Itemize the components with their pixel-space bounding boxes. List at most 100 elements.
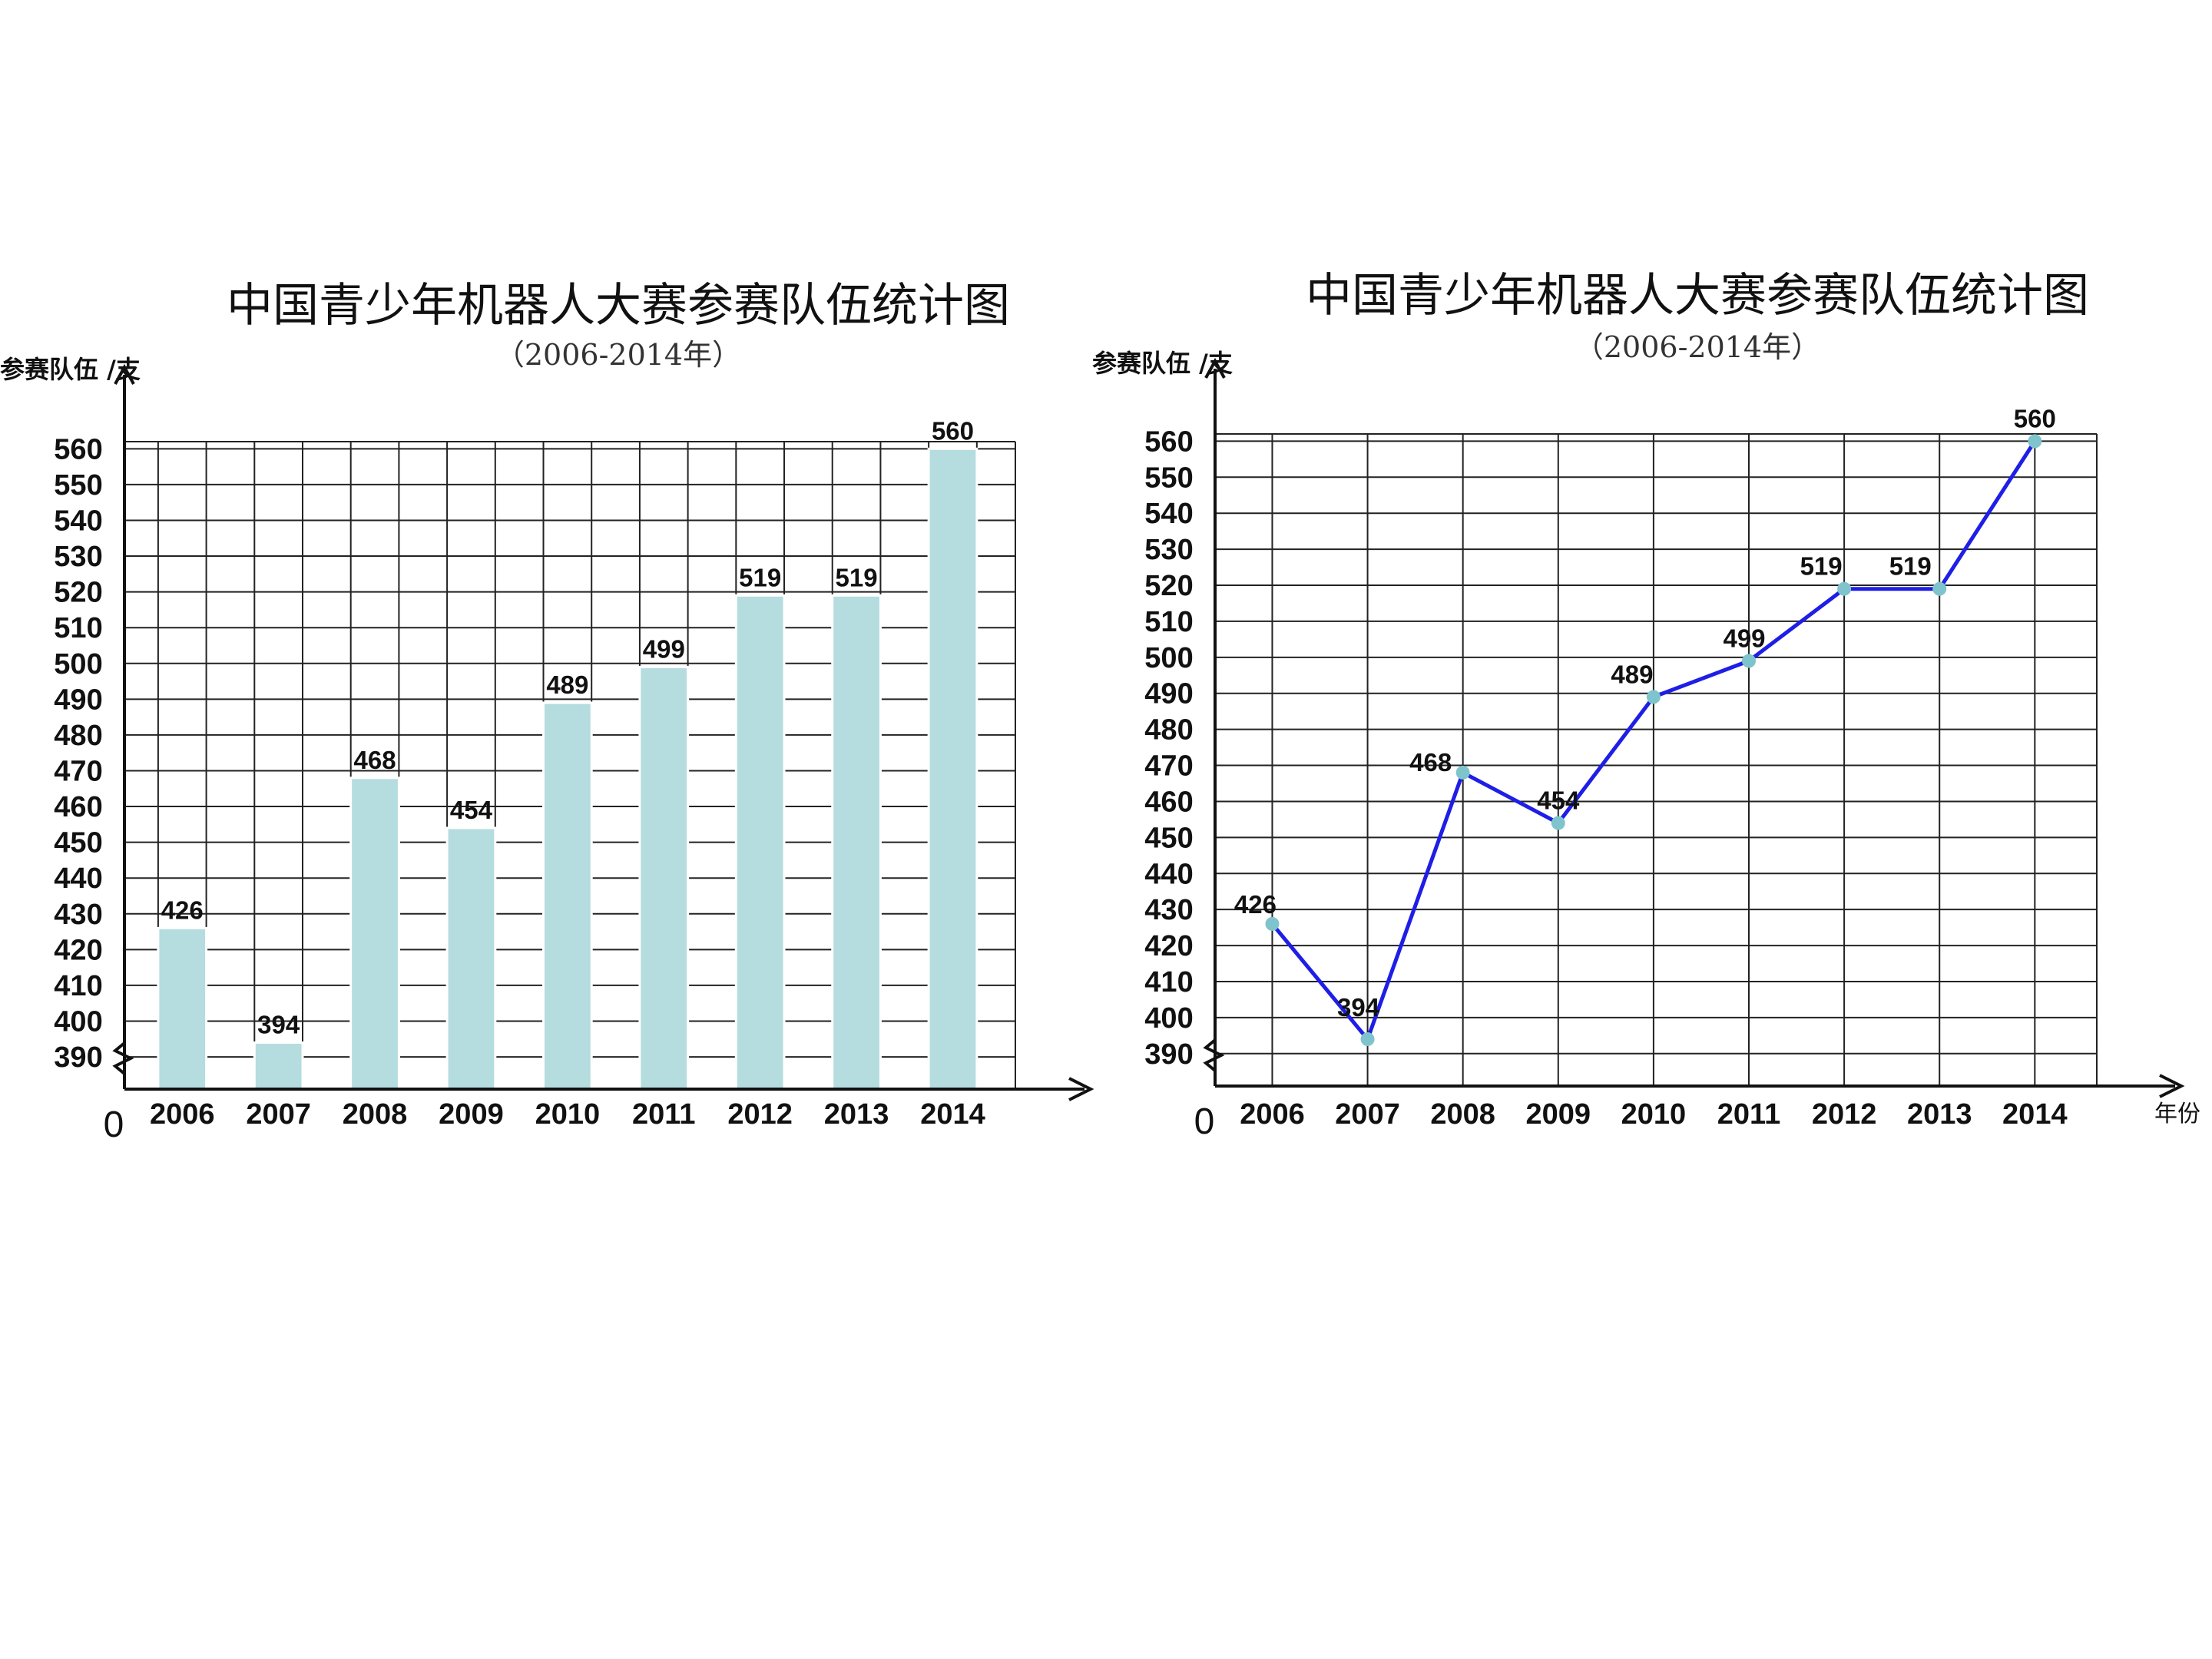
y-tick-label: 440 — [1144, 858, 1193, 890]
y-tick-label: 470 — [1144, 750, 1193, 783]
bar — [927, 447, 979, 1091]
y-tick-label: 440 — [54, 863, 102, 895]
line-data-label: 499 — [1723, 624, 1765, 653]
bar — [831, 594, 882, 1091]
y-tick-label: 470 — [54, 755, 102, 787]
line-data-label: 519 — [1800, 552, 1843, 581]
line-chart-data-labels: 426 394 468 454 489 499 519 519 560 — [1234, 404, 2056, 1022]
x-tick-label: 2008 — [343, 1098, 408, 1131]
x-tick-label: 2011 — [1717, 1098, 1780, 1131]
bar-data-label: 499 — [643, 634, 685, 663]
bar-chart-title: 中国青少年机器人大赛参赛队伍统计图 — [227, 279, 1010, 333]
bar — [349, 777, 400, 1091]
x-tick-label: 2010 — [1621, 1098, 1687, 1131]
x-tick-label: 2013 — [824, 1098, 889, 1131]
x-tick-label: 2006 — [150, 1098, 215, 1131]
x-tick-label: 2012 — [727, 1098, 793, 1131]
x-tick-label: 2010 — [535, 1098, 601, 1131]
line-point — [1455, 765, 1470, 780]
y-tick-label: 430 — [54, 899, 102, 931]
x-tick-label: 2014 — [2002, 1098, 2068, 1131]
y-tick-label: 530 — [1144, 534, 1193, 566]
line-chart-x-ticks: 2006 2007 2008 2009 2010 2011 2012 2013 2014 — [1240, 1098, 2067, 1131]
bar — [445, 826, 497, 1091]
bar — [253, 1041, 304, 1091]
y-tick-label: 400 — [1144, 1002, 1193, 1035]
bar-data-label: 519 — [836, 563, 878, 591]
y-tick-label: 390 — [1144, 1038, 1193, 1071]
bar-chart-x-axis-arrow — [1068, 1077, 1094, 1101]
line-point — [2028, 434, 2042, 449]
y-tick-label: 450 — [54, 827, 102, 859]
x-tick-label: 2009 — [439, 1098, 504, 1131]
y-tick-label: 520 — [54, 577, 102, 609]
line-chart-title: 中国青少年机器人大赛参赛队伍统计图 — [1306, 269, 2089, 323]
line-point — [1742, 654, 1757, 668]
line-chart-x-axis-label: 年份 — [2154, 1101, 2200, 1128]
line-chart-grid — [1215, 433, 2098, 1086]
y-tick-label: 560 — [1144, 426, 1193, 458]
y-tick-label: 460 — [54, 791, 102, 823]
bar — [157, 926, 208, 1091]
x-tick-label: 2009 — [1526, 1098, 1591, 1131]
bar — [638, 665, 690, 1091]
bar-data-label: 454 — [450, 796, 493, 824]
y-tick-label: 520 — [1144, 570, 1193, 602]
y-tick-label: 500 — [1144, 642, 1193, 674]
line-chart-y-axis-arrow — [1204, 357, 1226, 379]
x-tick-label: 2007 — [246, 1098, 311, 1131]
y-tick-label: 550 — [1144, 462, 1193, 494]
line-data-label: 454 — [1537, 786, 1580, 815]
y-tick-label: 430 — [1144, 894, 1193, 926]
y-tick-label: 410 — [1144, 966, 1193, 998]
x-tick-label: 2013 — [1907, 1098, 1972, 1131]
line-chart: 中国青少年机器人大赛参赛队伍统计图 （2006-2014年） 参赛队伍 /支 4… — [1092, 269, 2200, 1142]
x-tick-label: 2011 — [632, 1098, 695, 1131]
x-tick-label: 2006 — [1240, 1098, 1305, 1131]
y-tick-label: 460 — [1144, 786, 1193, 818]
y-tick-label: 510 — [54, 612, 102, 644]
bar-chart-y-axis-label: 参赛队伍 /支 — [0, 355, 141, 384]
y-tick-label: 500 — [54, 648, 102, 680]
y-tick-label: 510 — [1144, 606, 1193, 638]
bar-chart-y-ticks: 3904004104204304404504604704804905005105… — [54, 433, 102, 1074]
y-tick-label: 560 — [54, 433, 102, 465]
line-chart-x-axis-arrow — [2159, 1074, 2185, 1098]
bar-data-label: 426 — [161, 896, 204, 924]
y-tick-label: 490 — [1144, 678, 1193, 710]
bar-chart-bars — [157, 447, 979, 1091]
x-tick-label: 2008 — [1430, 1098, 1495, 1131]
line-data-label: 468 — [1409, 748, 1452, 777]
line-point — [1837, 581, 1852, 596]
line-data-label: 519 — [1889, 552, 1932, 581]
y-tick-label: 490 — [54, 684, 102, 716]
line-point — [1932, 581, 1947, 596]
line-point — [1551, 816, 1565, 830]
y-tick-label: 420 — [1144, 930, 1193, 962]
y-tick-label: 530 — [54, 541, 102, 573]
y-tick-label: 450 — [1144, 822, 1193, 854]
line-chart-y-axis-label: 参赛队伍 /支 — [1092, 349, 1233, 378]
bar-data-label: 394 — [257, 1010, 300, 1038]
line-chart-axis-break — [1203, 1038, 1225, 1072]
y-tick-label: 480 — [1144, 714, 1193, 747]
y-tick-label: 540 — [54, 505, 102, 537]
x-tick-label: 2007 — [1335, 1098, 1400, 1131]
line-chart-series — [1265, 434, 2042, 1047]
bar-data-label: 468 — [354, 746, 396, 774]
y-tick-label: 400 — [54, 1006, 102, 1038]
line-point — [1360, 1032, 1375, 1047]
x-tick-label: 2014 — [920, 1098, 985, 1131]
line-data-label: 489 — [1611, 660, 1653, 688]
bar-data-label: 519 — [739, 563, 781, 591]
line-chart-subtitle: （2006-2014年） — [1575, 330, 1820, 364]
bar-chart-origin-label: 0 — [104, 1104, 124, 1145]
line-data-label: 426 — [1234, 890, 1277, 919]
bar-chart: 中国青少年机器人大赛参赛队伍统计图 （2006-2014年） 参赛队伍 /支 4… — [0, 279, 1094, 1145]
line-chart-origin-label: 0 — [1194, 1101, 1215, 1142]
y-tick-label: 480 — [54, 720, 102, 752]
y-tick-label: 390 — [54, 1041, 102, 1074]
